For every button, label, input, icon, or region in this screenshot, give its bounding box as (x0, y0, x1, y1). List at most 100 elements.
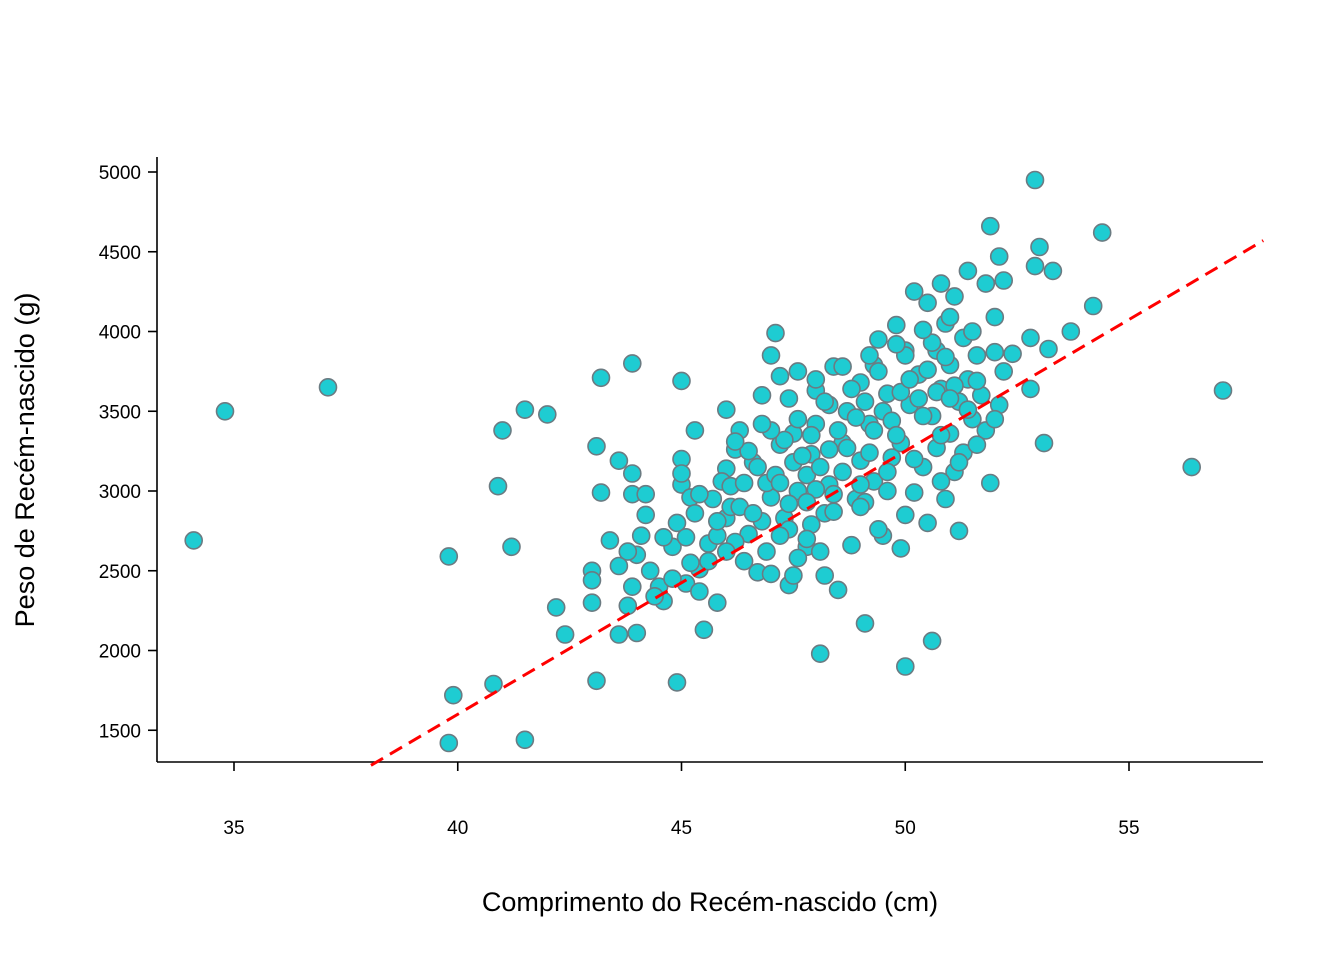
data-point (716, 400, 736, 420)
data-point (622, 464, 642, 483)
x-tick-label: 35 (223, 818, 244, 839)
data-point (654, 527, 673, 547)
data-point (1030, 237, 1049, 257)
data-point (949, 452, 969, 472)
data-point (895, 657, 915, 676)
data-point (860, 443, 879, 463)
data-point (824, 502, 843, 522)
data-point (748, 457, 767, 477)
data-point (546, 598, 566, 617)
data-point (936, 347, 955, 367)
data-point (631, 526, 651, 546)
data-point (931, 472, 951, 491)
y-tick-label: 3500 (99, 402, 141, 423)
data-point (904, 483, 924, 502)
data-point (640, 561, 660, 581)
data-point (878, 462, 897, 482)
y-axis-ticks: 1500 2000 2500 3000 3500 4000 4500 5000 (99, 163, 157, 742)
data-point (555, 625, 575, 644)
data-point (609, 556, 629, 576)
data-point (851, 475, 870, 494)
data-point (1003, 344, 1022, 364)
y-tick-label: 2000 (99, 642, 141, 663)
data-point (439, 547, 459, 566)
data-point (806, 370, 826, 389)
data-point (869, 362, 888, 381)
data-point (1182, 457, 1201, 477)
data-point (801, 425, 821, 445)
y-tick-label: 4000 (99, 323, 141, 344)
data-point (761, 564, 781, 584)
data-point (484, 674, 503, 694)
data-point (980, 473, 1000, 493)
data-point (806, 480, 826, 499)
data-point (1034, 433, 1054, 453)
data-point (591, 368, 611, 388)
data-point (842, 379, 861, 399)
x-tick-label: 50 (895, 818, 916, 839)
data-point (600, 531, 620, 550)
data-point (828, 421, 848, 440)
data-point (815, 566, 835, 585)
data-point (215, 401, 235, 421)
data-point (913, 406, 933, 426)
data-point (770, 473, 790, 493)
x-axis-title: Comprimento do Recém-nascido (cm) (482, 887, 938, 917)
regression-line (370, 239, 1265, 767)
data-point (1092, 223, 1112, 242)
data-point (667, 513, 687, 533)
data-point (770, 366, 790, 386)
y-axis-title: Peso de Recém-nascido (g) (10, 293, 40, 628)
data-point (931, 274, 951, 293)
data-point (1061, 322, 1081, 341)
data-point (184, 531, 203, 550)
x-axis-ticks: 35 40 45 50 55 (223, 762, 1140, 839)
data-point (886, 425, 906, 445)
data-point (734, 473, 754, 493)
data-point (766, 323, 785, 343)
data-point (922, 333, 942, 353)
data-point (989, 247, 1009, 266)
data-point (949, 521, 969, 541)
data-point (967, 371, 987, 391)
data-point (636, 505, 656, 525)
data-point (860, 346, 879, 365)
data-point (797, 529, 817, 549)
data-point (587, 436, 606, 456)
data-point (886, 315, 906, 335)
data-point (694, 620, 714, 640)
data-point (591, 483, 611, 502)
data-point (958, 261, 978, 281)
data-point (676, 527, 696, 547)
data-point (757, 542, 776, 561)
data-point (994, 271, 1014, 290)
data-point (846, 408, 866, 427)
data-point (318, 377, 338, 397)
data-point (672, 464, 691, 483)
data-point (788, 362, 808, 381)
data-point (922, 631, 942, 651)
data-point (815, 392, 835, 412)
data-points (184, 170, 1233, 753)
y-tick-label: 4500 (99, 243, 141, 264)
data-point (869, 330, 888, 349)
data-point (895, 505, 915, 525)
data-point (967, 435, 987, 455)
data-point (985, 409, 1005, 429)
data-point (618, 542, 638, 561)
data-point (672, 371, 691, 391)
data-point (980, 216, 1000, 236)
data-point (842, 535, 861, 555)
data-point (810, 644, 830, 664)
data-point (488, 476, 508, 496)
data-point (618, 596, 638, 616)
data-point (690, 582, 709, 601)
data-point (493, 421, 512, 440)
data-point (855, 392, 875, 412)
data-point (810, 457, 830, 477)
data-point (582, 593, 602, 613)
data-point (958, 400, 978, 420)
y-tick-label: 5000 (99, 163, 141, 184)
data-point (443, 685, 463, 705)
data-point (609, 451, 629, 471)
